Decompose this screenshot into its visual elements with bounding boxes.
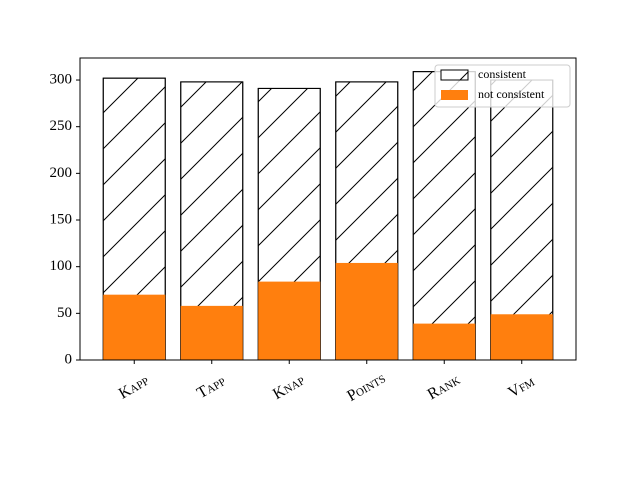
bar-hatch: [490, 79, 554, 361]
legend-hatch: [441, 70, 468, 80]
x-tick-label: Knap: [270, 372, 308, 404]
bar: [490, 314, 553, 360]
legend-label: not consistent: [478, 87, 545, 101]
bar: [103, 294, 166, 360]
y-tick-label: 100: [50, 258, 73, 274]
y-tick-label: 0: [65, 351, 73, 367]
x-tick-label: Tapp: [194, 372, 228, 402]
bar: [180, 305, 243, 360]
legend-label: consistent: [478, 67, 527, 81]
x-tick-label: Rank: [425, 371, 463, 403]
y-tick-label: 250: [50, 118, 73, 134]
y-tick-label: 300: [50, 71, 73, 87]
x-tick-label: Kapp: [116, 372, 152, 403]
x-tick-label: Points: [344, 370, 388, 405]
y-tick-label: 200: [50, 165, 73, 181]
x-tick-label: Vfm: [505, 373, 537, 402]
legend-box: [434, 64, 571, 108]
y-tick-label: 150: [50, 211, 73, 227]
bar: [258, 281, 321, 360]
legend-swatch: [441, 90, 468, 100]
y-tick-label: 50: [57, 305, 72, 321]
bar: [413, 323, 476, 360]
bar-hatch: [412, 71, 476, 361]
bar: [335, 262, 398, 360]
plot-frame: [79, 57, 577, 361]
